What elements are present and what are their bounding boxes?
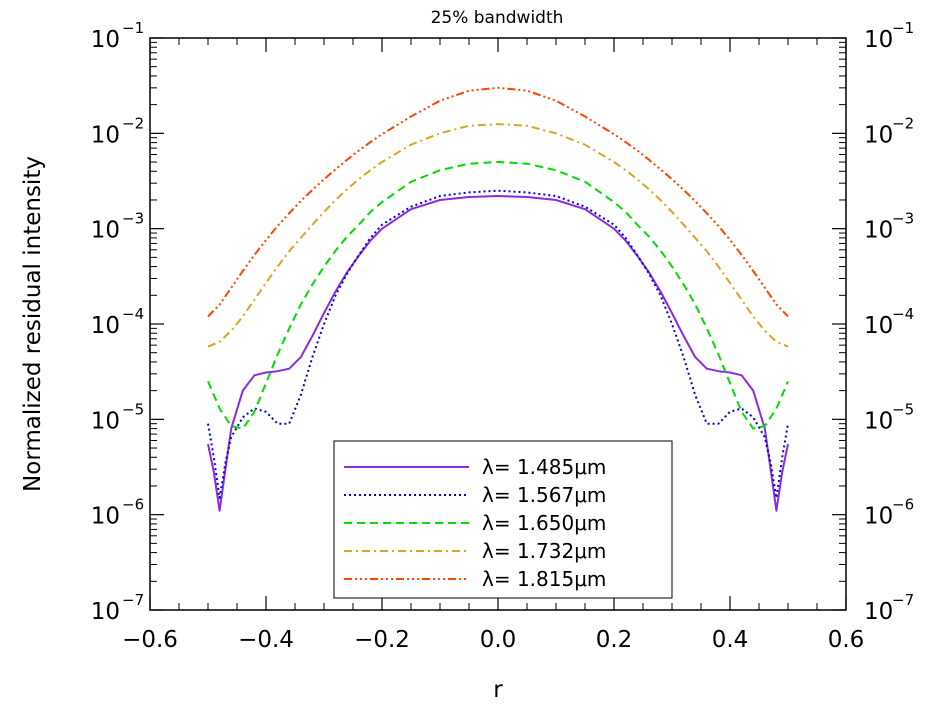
y-tick-label-left: 10 <box>91 313 120 339</box>
axis-ticks: −0.6 −0.4 −0.2 0.0 0.2 0.4 0.610 −7 10−710 −6 10−6… <box>91 19 914 653</box>
y-tick-exponent-right: −6 <box>892 496 914 514</box>
legend-label: λ= 1.650μm <box>482 511 606 535</box>
x-tick-label: −0.2 <box>354 627 410 653</box>
y-tick-label-left: 10 <box>91 218 120 244</box>
y-tick-exponent-right: −1 <box>892 19 914 37</box>
legend-label: λ= 1.815μm <box>482 567 606 591</box>
series-line-2 <box>207 189 789 499</box>
y-tick-label-left: 10 <box>91 599 120 625</box>
y-tick-exponent-right: −3 <box>892 210 914 228</box>
series-line-5 <box>207 86 789 318</box>
legend-label: λ= 1.485μm <box>482 455 606 479</box>
series-line-3 <box>207 161 789 430</box>
series-lines <box>207 86 789 512</box>
x-tick-label: 0.0 <box>480 627 517 653</box>
legend-label: λ= 1.567μm <box>482 483 606 507</box>
x-tick-label: 0.4 <box>712 627 749 653</box>
y-tick-label-right: 10 <box>864 218 893 244</box>
y-tick-label-right: 10 <box>864 27 893 53</box>
y-tick-exponent-left: −2 <box>122 114 144 132</box>
y-axis-label: Normalized residual intensity <box>20 156 46 492</box>
y-tick-label-right: 10 <box>864 504 893 530</box>
series-line-1 <box>207 195 789 512</box>
y-tick-exponent-right: −7 <box>892 591 914 609</box>
y-tick-label-right: 10 <box>864 599 893 625</box>
y-tick-exponent-left: −6 <box>122 496 144 514</box>
y-tick-exponent-left: −1 <box>122 19 144 37</box>
y-tick-label-right: 10 <box>864 408 893 434</box>
y-tick-label-left: 10 <box>91 122 120 148</box>
x-tick-label: 0.6 <box>828 627 865 653</box>
y-tick-exponent-left: −5 <box>122 400 144 418</box>
legend-label: λ= 1.732μm <box>482 539 606 563</box>
y-tick-exponent-left: −4 <box>122 305 144 323</box>
y-tick-label-right: 10 <box>864 122 893 148</box>
x-axis-label: r <box>493 677 503 703</box>
y-tick-label-left: 10 <box>91 504 120 530</box>
y-tick-exponent-right: −4 <box>892 305 914 323</box>
y-tick-label-left: 10 <box>91 408 120 434</box>
y-tick-exponent-left: −3 <box>122 210 144 228</box>
y-tick-label-left: 10 <box>91 27 120 53</box>
legend: λ= 1.485μm λ= 1.567μm λ= 1.650μm λ= 1.732μm… <box>333 440 673 599</box>
y-tick-exponent-right: −5 <box>892 400 914 418</box>
y-tick-exponent-right: −2 <box>892 114 914 132</box>
x-tick-label: −0.4 <box>238 627 294 653</box>
y-tick-label-right: 10 <box>864 313 893 339</box>
x-tick-label: 0.2 <box>596 627 633 653</box>
series-line-4 <box>207 123 789 348</box>
chart-title: 25% bandwidth <box>431 8 564 28</box>
x-tick-label: −0.6 <box>122 627 178 653</box>
y-tick-exponent-left: −7 <box>122 591 144 609</box>
